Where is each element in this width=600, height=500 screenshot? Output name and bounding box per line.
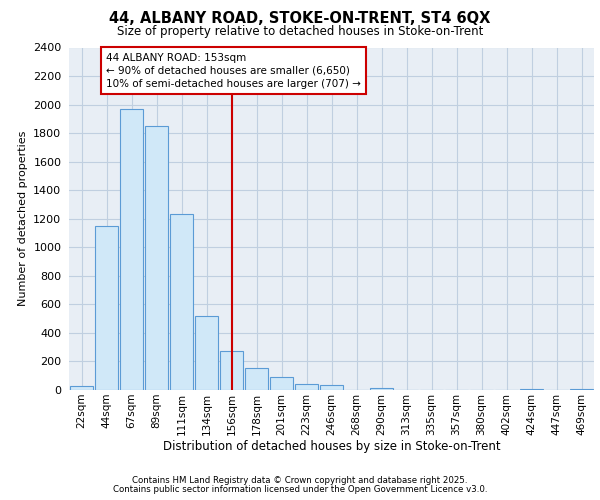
Y-axis label: Number of detached properties: Number of detached properties — [17, 131, 28, 306]
Bar — [370, 388, 394, 390]
Text: Contains public sector information licensed under the Open Government Licence v3: Contains public sector information licen… — [113, 485, 487, 494]
Bar — [70, 386, 94, 390]
Bar — [194, 316, 218, 390]
Bar — [269, 377, 293, 390]
Text: 44 ALBANY ROAD: 153sqm
← 90% of detached houses are smaller (6,650)
10% of semi-: 44 ALBANY ROAD: 153sqm ← 90% of detached… — [106, 52, 361, 89]
Bar — [220, 352, 244, 390]
Bar — [320, 384, 343, 390]
Text: 44, ALBANY ROAD, STOKE-ON-TRENT, ST4 6QX: 44, ALBANY ROAD, STOKE-ON-TRENT, ST4 6QX — [109, 11, 491, 26]
Bar — [295, 384, 319, 390]
Bar — [119, 109, 143, 390]
Bar — [245, 368, 268, 390]
Bar — [145, 126, 169, 390]
Bar — [170, 214, 193, 390]
Text: Contains HM Land Registry data © Crown copyright and database right 2025.: Contains HM Land Registry data © Crown c… — [132, 476, 468, 485]
Text: Size of property relative to detached houses in Stoke-on-Trent: Size of property relative to detached ho… — [117, 25, 483, 38]
Bar — [520, 388, 544, 390]
X-axis label: Distribution of detached houses by size in Stoke-on-Trent: Distribution of detached houses by size … — [163, 440, 500, 454]
Bar — [95, 226, 118, 390]
